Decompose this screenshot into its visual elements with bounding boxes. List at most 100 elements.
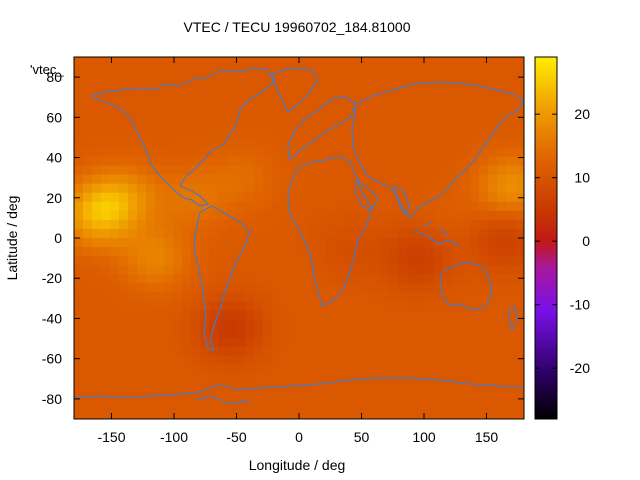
heatmap-cell bbox=[128, 165, 138, 176]
heatmap-cell bbox=[128, 382, 138, 393]
heatmap-cell bbox=[92, 256, 102, 266]
heatmap-cell bbox=[236, 210, 246, 221]
heatmap-cell bbox=[524, 247, 534, 257]
heatmap-cell bbox=[200, 192, 210, 203]
heatmap-cell bbox=[461, 75, 471, 85]
heatmap-cell bbox=[452, 283, 462, 293]
heatmap-cell bbox=[119, 256, 129, 266]
heatmap-cell bbox=[200, 274, 210, 284]
heatmap-cell bbox=[272, 292, 282, 302]
heatmap-cell bbox=[398, 138, 408, 149]
heatmap-cell bbox=[371, 174, 381, 185]
heatmap-cell bbox=[128, 247, 138, 257]
heatmap-cell bbox=[326, 120, 336, 130]
heatmap-cell bbox=[461, 382, 471, 393]
heatmap-cell bbox=[146, 165, 156, 176]
heatmap-cell bbox=[506, 111, 516, 121]
heatmap-cell bbox=[128, 283, 138, 293]
heatmap-cell bbox=[83, 120, 93, 130]
heatmap-cell bbox=[101, 66, 111, 76]
heatmap-cell bbox=[470, 210, 480, 221]
heatmap-cell bbox=[191, 201, 201, 212]
heatmap-cell bbox=[434, 346, 444, 357]
heatmap-cell bbox=[317, 120, 327, 130]
heatmap-cell bbox=[497, 219, 507, 230]
heatmap-cell bbox=[299, 192, 309, 203]
heatmap-cell bbox=[443, 265, 453, 275]
heatmap-cell bbox=[272, 192, 282, 203]
heatmap-cell bbox=[182, 174, 192, 185]
heatmap-cell bbox=[398, 310, 408, 321]
heatmap-cell bbox=[371, 111, 381, 121]
heatmap-cell bbox=[83, 111, 93, 121]
heatmap-cell bbox=[497, 120, 507, 130]
heatmap-cell bbox=[281, 400, 291, 411]
heatmap-cell bbox=[308, 201, 318, 212]
heatmap-cell bbox=[137, 355, 147, 366]
heatmap-cell bbox=[254, 364, 264, 375]
heatmap-cell bbox=[335, 201, 345, 212]
heatmap-cell bbox=[515, 391, 524, 402]
heatmap-cell bbox=[155, 84, 165, 94]
heatmap-cell bbox=[470, 382, 480, 393]
heatmap-cell bbox=[344, 111, 354, 121]
heatmap-cell bbox=[272, 409, 282, 419]
heatmap-cell bbox=[344, 210, 354, 221]
heatmap-cell bbox=[272, 156, 282, 167]
heatmap-cell bbox=[344, 265, 354, 275]
heatmap-cell bbox=[380, 156, 390, 167]
heatmap-cell bbox=[371, 147, 381, 158]
heatmap-cell bbox=[434, 84, 444, 94]
heatmap-cell bbox=[425, 57, 435, 67]
heatmap-cell bbox=[209, 247, 219, 257]
y-tick-label: -20 bbox=[42, 270, 62, 286]
heatmap-cell bbox=[263, 183, 273, 194]
heatmap-cell bbox=[344, 183, 354, 194]
heatmap-cell bbox=[353, 337, 363, 348]
heatmap-cell bbox=[92, 84, 102, 94]
heatmap-cell bbox=[164, 319, 174, 330]
heatmap-cell bbox=[263, 165, 273, 176]
heatmap-cell bbox=[164, 165, 174, 176]
heatmap-cell bbox=[398, 120, 408, 130]
heatmap-cell bbox=[308, 210, 318, 221]
heatmap-cell bbox=[290, 256, 300, 266]
heatmap-cell bbox=[407, 228, 417, 239]
heatmap-cell bbox=[515, 319, 524, 330]
heatmap-cell bbox=[128, 355, 138, 366]
heatmap-cell bbox=[182, 274, 192, 284]
heatmap-cell bbox=[443, 201, 453, 212]
heatmap-cell bbox=[155, 138, 165, 149]
heatmap-cell bbox=[164, 382, 174, 393]
heatmap-cell bbox=[218, 201, 228, 212]
heatmap-cell bbox=[506, 256, 516, 266]
heatmap-cell bbox=[101, 147, 111, 158]
heatmap-cell bbox=[497, 265, 507, 275]
heatmap-cell bbox=[281, 201, 291, 212]
heatmap-cell bbox=[83, 328, 93, 339]
x-tick-label: 0 bbox=[295, 429, 303, 445]
heatmap-cell bbox=[380, 210, 390, 221]
heatmap-cell bbox=[488, 174, 498, 185]
heatmap-cell bbox=[407, 256, 417, 266]
heatmap-cell bbox=[443, 129, 453, 140]
heatmap-cell bbox=[434, 201, 444, 212]
heatmap-cell bbox=[425, 138, 435, 149]
heatmap-cell bbox=[362, 147, 372, 158]
heatmap-cell bbox=[236, 156, 246, 167]
heatmap-cell bbox=[200, 165, 210, 176]
heatmap-cell bbox=[380, 165, 390, 176]
heatmap-cell bbox=[506, 364, 516, 375]
heatmap-cell bbox=[335, 120, 345, 130]
heatmap-cell bbox=[470, 355, 480, 366]
heatmap-cell bbox=[497, 355, 507, 366]
heatmap-cell bbox=[74, 337, 84, 348]
heatmap-cell bbox=[470, 183, 480, 194]
heatmap-cell bbox=[452, 192, 462, 203]
heatmap-cell bbox=[164, 147, 174, 158]
heatmap-cell bbox=[362, 183, 372, 194]
heatmap-cell bbox=[461, 238, 471, 248]
heatmap-cell bbox=[101, 256, 111, 266]
heatmap-cell bbox=[389, 174, 399, 185]
heatmap-cell bbox=[155, 156, 165, 167]
